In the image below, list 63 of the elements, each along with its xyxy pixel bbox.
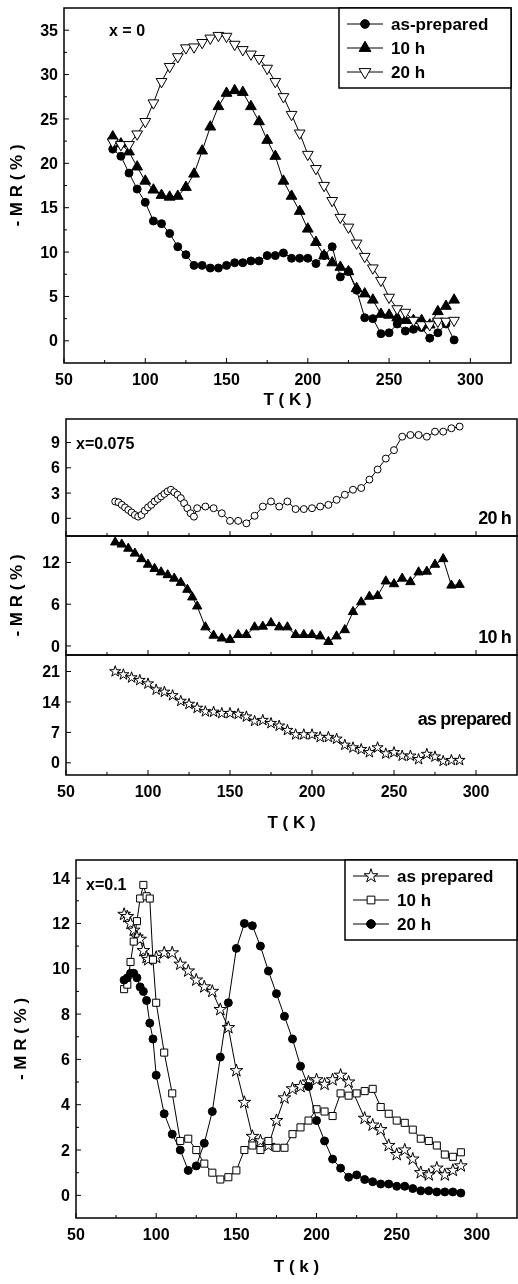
- y-tick-label: 14: [52, 869, 71, 887]
- x-tick-label: 200: [294, 371, 322, 388]
- x-tick-label: 50: [57, 783, 75, 800]
- y-tick-label: 15: [40, 199, 59, 217]
- y-tick-label: 35: [40, 21, 59, 39]
- y-tick-label: 9: [51, 434, 61, 452]
- y-tick-label: 4: [61, 1096, 71, 1114]
- y-axis-title: - M R ( % ): [11, 997, 30, 1081]
- x-tick-label: 100: [142, 1226, 170, 1243]
- y-tick-label: 25: [40, 110, 59, 128]
- y-tick-label: 12: [52, 915, 71, 933]
- y-tick-label: 0: [51, 509, 61, 527]
- y-tick-label: 2: [61, 1141, 71, 1159]
- annotation: x=0.1: [86, 876, 127, 893]
- y-tick-label: 14: [42, 693, 61, 711]
- x-tick-label: 300: [457, 371, 484, 388]
- legend-label: 20 h: [391, 62, 426, 82]
- x-tick-label: 250: [375, 371, 403, 388]
- x-tick-label: 50: [67, 1226, 85, 1243]
- legend-label: 10 h: [397, 890, 432, 910]
- x-axis-title: T ( k ): [273, 1257, 320, 1276]
- x-tick-label: 250: [380, 783, 408, 800]
- y-tick-label: 30: [40, 66, 59, 84]
- text: 10 h: [478, 627, 511, 648]
- x-tick-label: 100: [134, 783, 162, 800]
- y-axis-title: - M R ( % ): [7, 144, 26, 227]
- y-tick-label: 3: [51, 484, 61, 502]
- y-tick-label: 0: [49, 332, 59, 350]
- y-tick-label: 6: [51, 459, 61, 477]
- y-tick-label: 21: [42, 663, 61, 681]
- x-tick-label: 150: [223, 1226, 250, 1243]
- y-tick-label: 7: [51, 723, 61, 741]
- x-tick-label: 150: [213, 371, 240, 388]
- legend-label: as prepared: [397, 866, 494, 886]
- x-tick-label: 100: [131, 371, 159, 388]
- x-tick-label: 300: [462, 783, 490, 800]
- y-tick-label: 10: [40, 243, 59, 261]
- legend-label: 20 h: [397, 914, 432, 934]
- annotation: x=0.075: [76, 435, 135, 452]
- x-tick-label: 50: [55, 371, 73, 388]
- x-axis-title: T ( K ): [267, 813, 316, 832]
- x-tick-label: 300: [463, 1226, 491, 1243]
- x-axis-title: T ( K ): [263, 390, 312, 409]
- y-tick-label: 0: [61, 1186, 71, 1204]
- series-label: as prepared: [417, 708, 511, 729]
- y-tick-label: 0: [51, 637, 61, 655]
- x-tick-label: 200: [298, 783, 326, 800]
- legend-label: 10 h: [391, 38, 426, 58]
- x-tick-label: 200: [303, 1226, 330, 1243]
- y-tick-label: 8: [61, 1005, 71, 1023]
- y-tick-label: 12: [42, 554, 61, 572]
- y-axis-title: - M R ( % ): [7, 554, 26, 637]
- x-tick-label: 150: [216, 783, 244, 800]
- x-tick-label: 250: [383, 1226, 411, 1243]
- y-tick-label: 0: [51, 754, 61, 772]
- text: 20 h: [478, 508, 511, 529]
- annotation: x = 0: [109, 22, 146, 39]
- y-tick-label: 5: [49, 288, 59, 306]
- y-tick-label: 20: [40, 154, 59, 172]
- y-tick-label: 6: [51, 595, 61, 613]
- legend-label: as-prepared: [391, 14, 489, 34]
- y-tick-label: 6: [61, 1050, 71, 1068]
- y-tick-label: 10: [52, 960, 71, 978]
